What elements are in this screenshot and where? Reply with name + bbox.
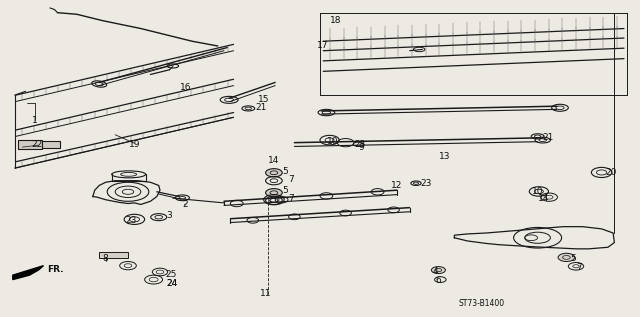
Text: 7: 7 <box>289 175 294 184</box>
Text: 24: 24 <box>166 279 177 288</box>
Text: 14: 14 <box>538 194 550 203</box>
Text: 17: 17 <box>317 42 329 50</box>
Text: 18: 18 <box>330 16 342 25</box>
Text: 19: 19 <box>129 140 140 149</box>
Text: 7: 7 <box>289 194 294 203</box>
Text: 21: 21 <box>255 103 267 112</box>
Text: 15: 15 <box>258 95 269 104</box>
Text: 1: 1 <box>33 116 38 125</box>
Text: 22: 22 <box>31 140 43 149</box>
Text: 5: 5 <box>570 254 575 263</box>
Text: 23: 23 <box>125 216 137 225</box>
Text: 24: 24 <box>166 279 177 288</box>
Text: 12: 12 <box>391 181 403 190</box>
Text: 8: 8 <box>103 254 108 263</box>
Text: 2: 2 <box>183 200 188 209</box>
Text: 5: 5 <box>282 186 287 195</box>
Bar <box>18 140 42 149</box>
Text: ST73-B1400: ST73-B1400 <box>458 299 504 308</box>
Text: 4: 4 <box>433 267 438 275</box>
Circle shape <box>266 189 282 197</box>
Text: 16: 16 <box>180 83 191 92</box>
Text: 9: 9 <box>359 143 364 152</box>
Polygon shape <box>13 266 44 280</box>
Text: 3: 3 <box>167 211 172 220</box>
Text: 10: 10 <box>327 137 339 146</box>
Text: 10: 10 <box>532 187 543 196</box>
Bar <box>42 141 60 148</box>
Text: 25: 25 <box>166 270 177 279</box>
Text: 5: 5 <box>282 167 287 176</box>
Text: 23: 23 <box>355 140 366 149</box>
Circle shape <box>431 267 445 274</box>
Text: 14: 14 <box>268 156 280 165</box>
Text: 11: 11 <box>260 289 271 298</box>
Text: 6: 6 <box>436 276 441 285</box>
Text: 7: 7 <box>577 263 582 272</box>
Text: 13: 13 <box>439 152 451 161</box>
Text: FR.: FR. <box>47 265 63 274</box>
Text: 21: 21 <box>542 133 554 142</box>
Text: 20: 20 <box>605 168 617 177</box>
Circle shape <box>558 253 575 262</box>
Text: 23: 23 <box>420 179 431 188</box>
Circle shape <box>266 169 282 177</box>
Bar <box>99 252 128 258</box>
